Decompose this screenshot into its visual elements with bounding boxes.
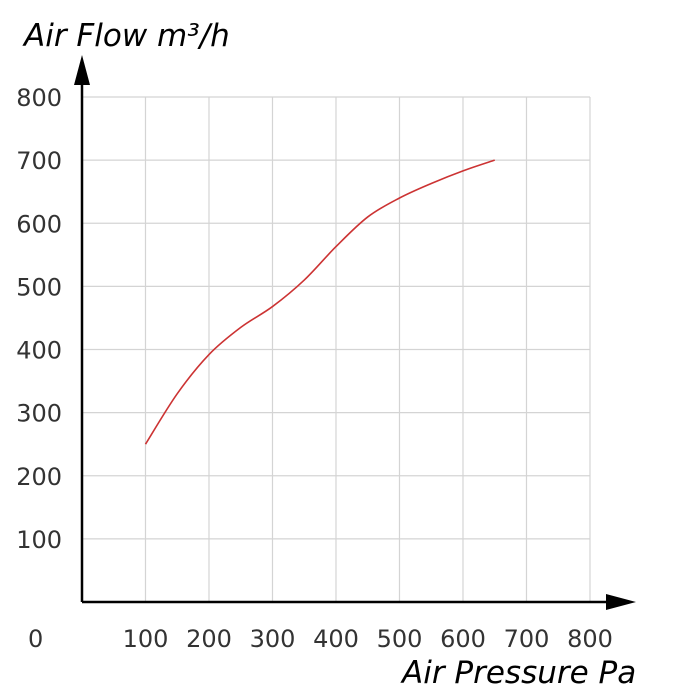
y-tick-label: 600 [16,210,62,238]
series-line [144,159,496,445]
x-tick-label: 300 [250,625,296,653]
x-tick-label: 100 [123,625,169,653]
x-axis-arrow [606,594,636,610]
tick-labels: 100 200 300 400 500 600 700 800 100 200 300 400 500 6… [16,84,613,653]
y-tick-label: 300 [16,400,62,428]
y-tick-label: 200 [16,463,62,491]
x-axis-title: Air Pressure Pa [400,655,636,691]
y-tick-label: 500 [16,273,62,301]
series [144,159,496,445]
x-tick-label: 400 [313,625,359,653]
origin-label: 0 [28,625,43,653]
y-axis-title: Air Flow m³/h [22,18,230,54]
y-tick-label: 700 [16,147,62,175]
x-tick-label: 200 [186,625,232,653]
y-tick-label: 100 [16,526,62,554]
x-tick-label: 600 [440,625,486,653]
y-tick-label: 800 [16,84,62,112]
y-tick-label: 400 [16,337,62,365]
x-tick-label: 700 [504,625,550,653]
x-tick-label: 500 [377,625,423,653]
grid [82,96,591,602]
y-axis-arrow [74,55,90,85]
x-tick-label: 800 [567,625,613,653]
axes [74,55,636,610]
